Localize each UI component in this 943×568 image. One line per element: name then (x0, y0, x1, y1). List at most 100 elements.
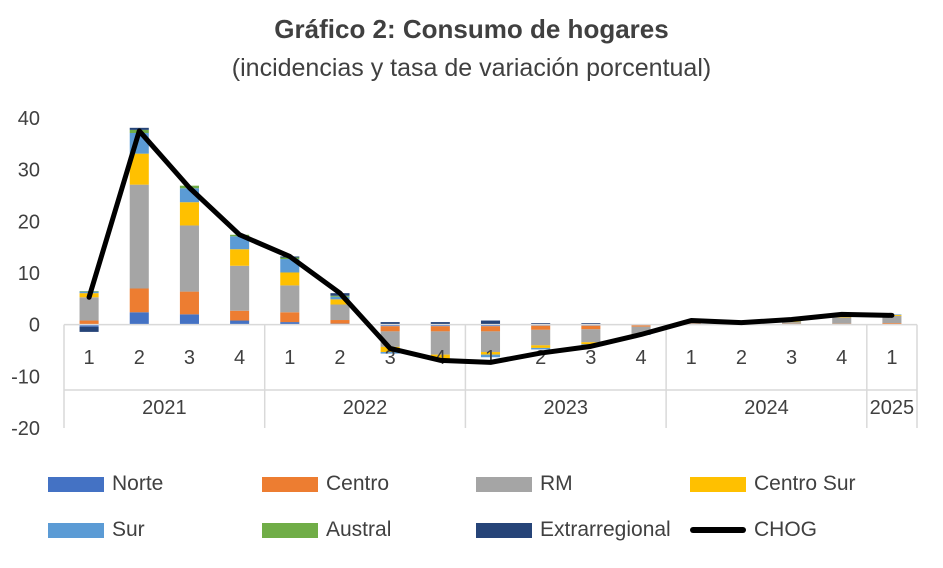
chog-point (138, 130, 140, 132)
legend-item-austral: Austral (262, 517, 391, 543)
legend-swatch-centro (262, 476, 318, 492)
legend-item-centro-sur: Centro Sur (690, 471, 856, 497)
bar-segment (430, 354, 450, 359)
bar-segment (380, 326, 400, 332)
x-tick-label: 4 (836, 347, 847, 369)
year-label: 2025 (870, 397, 915, 419)
bar-segment (581, 342, 601, 345)
chart-title: Gráfico 2: Consumo de hogares (274, 14, 669, 44)
legend-label-rm: RM (540, 472, 573, 495)
bar-segment (230, 249, 250, 266)
bar-segment (330, 296, 350, 300)
bar-segment (230, 320, 250, 325)
legend-swatch-centro-sur (690, 476, 746, 492)
legend-swatch-austral (262, 522, 318, 538)
x-tick-label: 4 (234, 347, 245, 369)
chog-point (289, 255, 291, 257)
bar-segment (531, 323, 551, 325)
y-tick-label: 10 (18, 263, 40, 285)
bar-segment (330, 320, 350, 324)
year-label: 2022 (343, 397, 388, 419)
y-tick-label: 0 (29, 315, 40, 337)
bar-segment (280, 272, 300, 286)
legend-item-rm: RM (476, 471, 573, 497)
bar-segment (581, 325, 601, 330)
chog-point (590, 345, 592, 347)
bar-segment (129, 153, 149, 185)
bar-segment (832, 317, 852, 324)
bar-segment (129, 312, 149, 325)
legend-swatch-rm (476, 476, 532, 492)
chog-point (540, 352, 542, 354)
bar-segment (79, 297, 99, 321)
bar-segment (380, 324, 400, 327)
chog-point (740, 322, 742, 324)
chart-subtitle: (incidencias y tasa de variación porcent… (231, 54, 712, 82)
x-tick-label: 1 (886, 347, 897, 369)
chart-legend: Norte Centro RM Centro Sur Sur Austral E… (0, 465, 943, 565)
year-label: 2024 (744, 397, 789, 419)
chog-point (439, 359, 441, 361)
legend-label-austral: Austral (326, 518, 392, 541)
bar-segment (480, 352, 501, 355)
x-tick-label: 1 (284, 347, 295, 369)
legend-swatch-sur (48, 522, 104, 538)
bar-segment (230, 265, 250, 311)
bar-segment (129, 184, 149, 289)
bar-segment (531, 325, 551, 330)
bar-segment (430, 324, 450, 327)
bar-segment (531, 329, 551, 346)
bar-segment (480, 331, 501, 353)
y-tick-label: 20 (18, 211, 40, 233)
bar-segment (581, 323, 601, 325)
bar-segment (380, 322, 400, 325)
chog-point (640, 333, 642, 335)
legend-label-centro: Centro (326, 472, 390, 495)
chog-point (188, 187, 190, 189)
chog-point (891, 314, 893, 316)
legend-label-norte: Norte (112, 472, 164, 495)
year-label: 2021 (142, 397, 187, 419)
bar-segment (631, 325, 651, 327)
bar-segment (430, 331, 450, 355)
bar-segment (179, 291, 199, 315)
bar-segment (179, 202, 199, 226)
legend-swatch-norte (48, 476, 104, 492)
x-tick-label: 2 (736, 347, 747, 369)
x-tick-label: 1 (485, 347, 496, 369)
bar-segment (330, 299, 350, 305)
legend-item-centro: Centro (262, 471, 389, 497)
bar-segment (380, 352, 400, 354)
chog-point (490, 361, 491, 363)
bar-segment (280, 322, 300, 325)
bar-segment (782, 322, 802, 324)
bar-segment (832, 323, 852, 325)
x-tick-label: 3 (184, 347, 195, 369)
x-tick-label: 2 (535, 347, 546, 369)
bar-segment (280, 285, 300, 313)
legend-label-extrarregional: Extrarregional (540, 518, 671, 541)
chog-point (239, 234, 241, 236)
x-tick-label: 3 (385, 347, 396, 369)
bar-segment (832, 316, 852, 318)
bar-segment (430, 326, 450, 332)
bar-segment (480, 326, 501, 332)
bar-segment (631, 326, 651, 334)
legend-label-chog: CHOG (754, 518, 817, 541)
legend-swatch-extrarregional (476, 522, 532, 538)
y-tick-label: 40 (18, 108, 40, 130)
y-tick-label: -20 (11, 418, 40, 440)
x-tick-label: 2 (334, 347, 345, 369)
bar-segment (581, 329, 601, 343)
bar-segment (681, 323, 701, 325)
bar-segment (430, 322, 450, 325)
legend-item-extrarregional: Extrarregional (476, 517, 671, 543)
bar-segment (230, 310, 250, 321)
bar-segment (531, 347, 551, 350)
bar-segment (480, 320, 501, 325)
legend-item-sur: Sur (48, 517, 145, 543)
bar-segment (480, 324, 501, 327)
legend-swatch-chog (690, 527, 746, 533)
legend-item-chog: CHOG (690, 517, 817, 543)
bar-segment (79, 324, 99, 327)
